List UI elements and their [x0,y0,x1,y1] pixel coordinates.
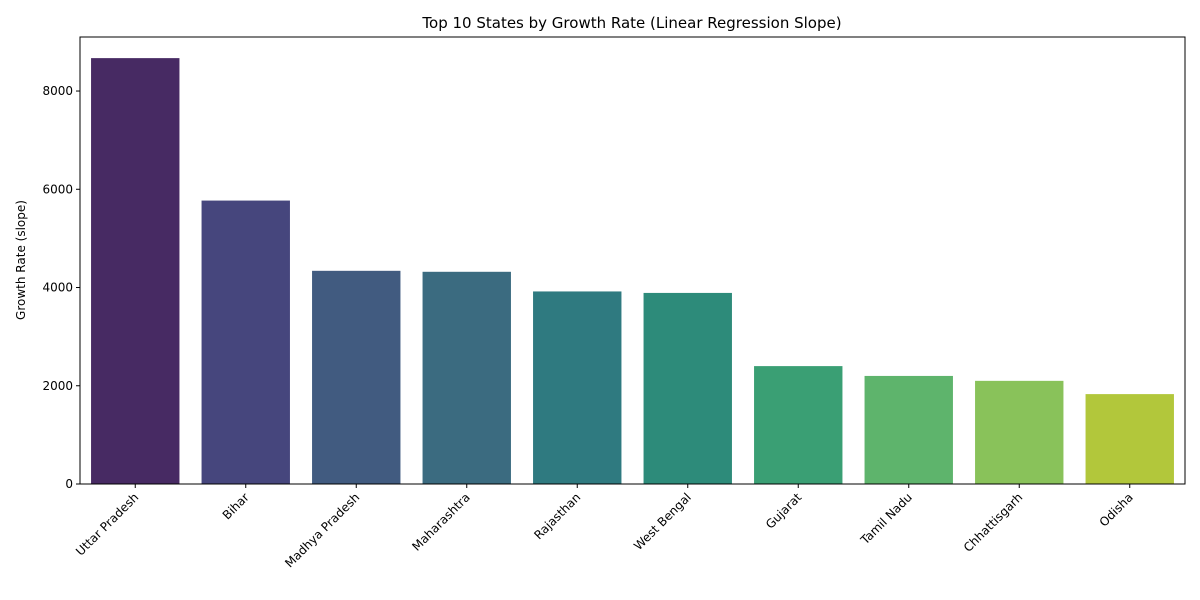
bar-rajasthan [533,291,622,484]
y-tick-label: 4000 [42,281,73,295]
bar-west-bengal [643,292,732,484]
x-ticks: Uttar Pradesh Bihar Madhya Pradesh Maharash… [73,484,1136,570]
bar-tamil-nadu [864,375,953,484]
x-tick-label: Rajasthan [531,490,583,542]
bar-madhya-pradesh [312,270,401,484]
bar-chhattisgarh [975,380,1064,484]
bar-gujarat [754,366,843,484]
x-tick-label: Odisha [1097,490,1136,529]
bar-odisha [1085,394,1174,484]
x-tick-label: Maharashtra [409,490,473,554]
y-axis-label: Growth Rate (slope) [14,200,28,320]
x-tick-label: Bihar [220,490,252,522]
x-tick-label: Chhattisgarh [961,490,1026,555]
x-tick-label: Uttar Pradesh [73,490,141,558]
y-tick-label: 6000 [42,182,73,196]
y-tick-label: 8000 [42,84,73,98]
bars-layer [91,58,1174,485]
plot-frame [79,36,1186,485]
chart-title: Top 10 States by Growth Rate (Linear Reg… [421,14,841,32]
x-tick-label: West Bengal [631,490,694,553]
bar-bihar [201,200,290,485]
y-ticks: 0 2000 4000 6000 8000 [42,84,80,491]
y-tick-label: 2000 [42,379,73,393]
bar-uttar-pradesh [91,58,180,484]
bar-maharashtra [422,271,511,484]
x-tick-label: Gujarat [763,490,805,532]
x-tick-label: Madhya Pradesh [282,490,362,570]
y-tick-label: 0 [65,477,73,491]
x-tick-label: Tamil Nadu [857,490,915,548]
